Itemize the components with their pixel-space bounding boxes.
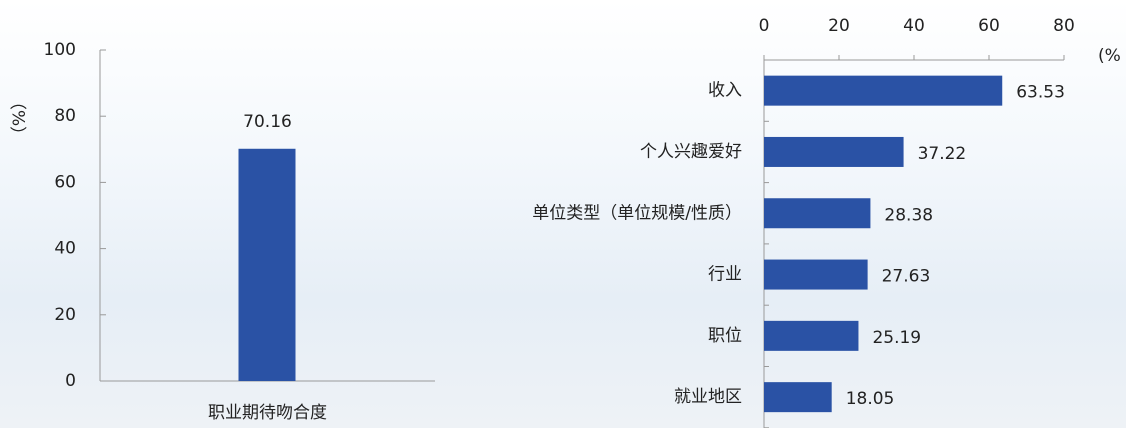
bar bbox=[764, 75, 1003, 106]
x-tick-label: 职业期待吻合度 bbox=[208, 403, 327, 423]
y-tick-label: 20 bbox=[54, 305, 76, 325]
y-tick-label: 40 bbox=[54, 239, 76, 259]
x-tick-label: 20 bbox=[828, 16, 850, 36]
data-label: 37.22 bbox=[918, 144, 967, 164]
data-label: 18.05 bbox=[846, 389, 895, 409]
data-label: 70.16 bbox=[243, 112, 292, 132]
y-tick-label: 0 bbox=[65, 371, 76, 391]
x-tick-label: 60 bbox=[978, 16, 1000, 36]
y-tick-label: 60 bbox=[54, 172, 76, 192]
y-tick-label: 100 bbox=[44, 40, 76, 60]
y-axis-label: （%） bbox=[10, 93, 30, 143]
data-label: 63.53 bbox=[1016, 83, 1065, 103]
x-axis-label: (% bbox=[1098, 46, 1121, 66]
y-tick-label: 单位类型（单位规模/性质） bbox=[532, 203, 742, 223]
data-label: 27.63 bbox=[882, 267, 931, 287]
y-tick-label: 就业地区 bbox=[674, 387, 742, 407]
x-tick-label: 40 bbox=[903, 16, 925, 36]
y-tick-label: 80 bbox=[54, 106, 76, 126]
y-tick-label: 职位 bbox=[708, 326, 742, 346]
y-tick-label: 收入 bbox=[708, 81, 742, 101]
bar bbox=[764, 136, 904, 167]
bar bbox=[764, 198, 871, 229]
data-label: 28.38 bbox=[884, 205, 933, 225]
x-tick-label: 80 bbox=[1053, 16, 1075, 36]
bar bbox=[764, 320, 859, 351]
bar bbox=[764, 382, 832, 413]
bar bbox=[238, 148, 296, 381]
y-tick-label: 个人兴趣爱好 bbox=[640, 142, 742, 162]
y-tick-label: 行业 bbox=[708, 265, 742, 285]
x-tick-label: 0 bbox=[759, 16, 770, 36]
bar bbox=[764, 259, 868, 290]
data-label: 25.19 bbox=[872, 328, 921, 348]
